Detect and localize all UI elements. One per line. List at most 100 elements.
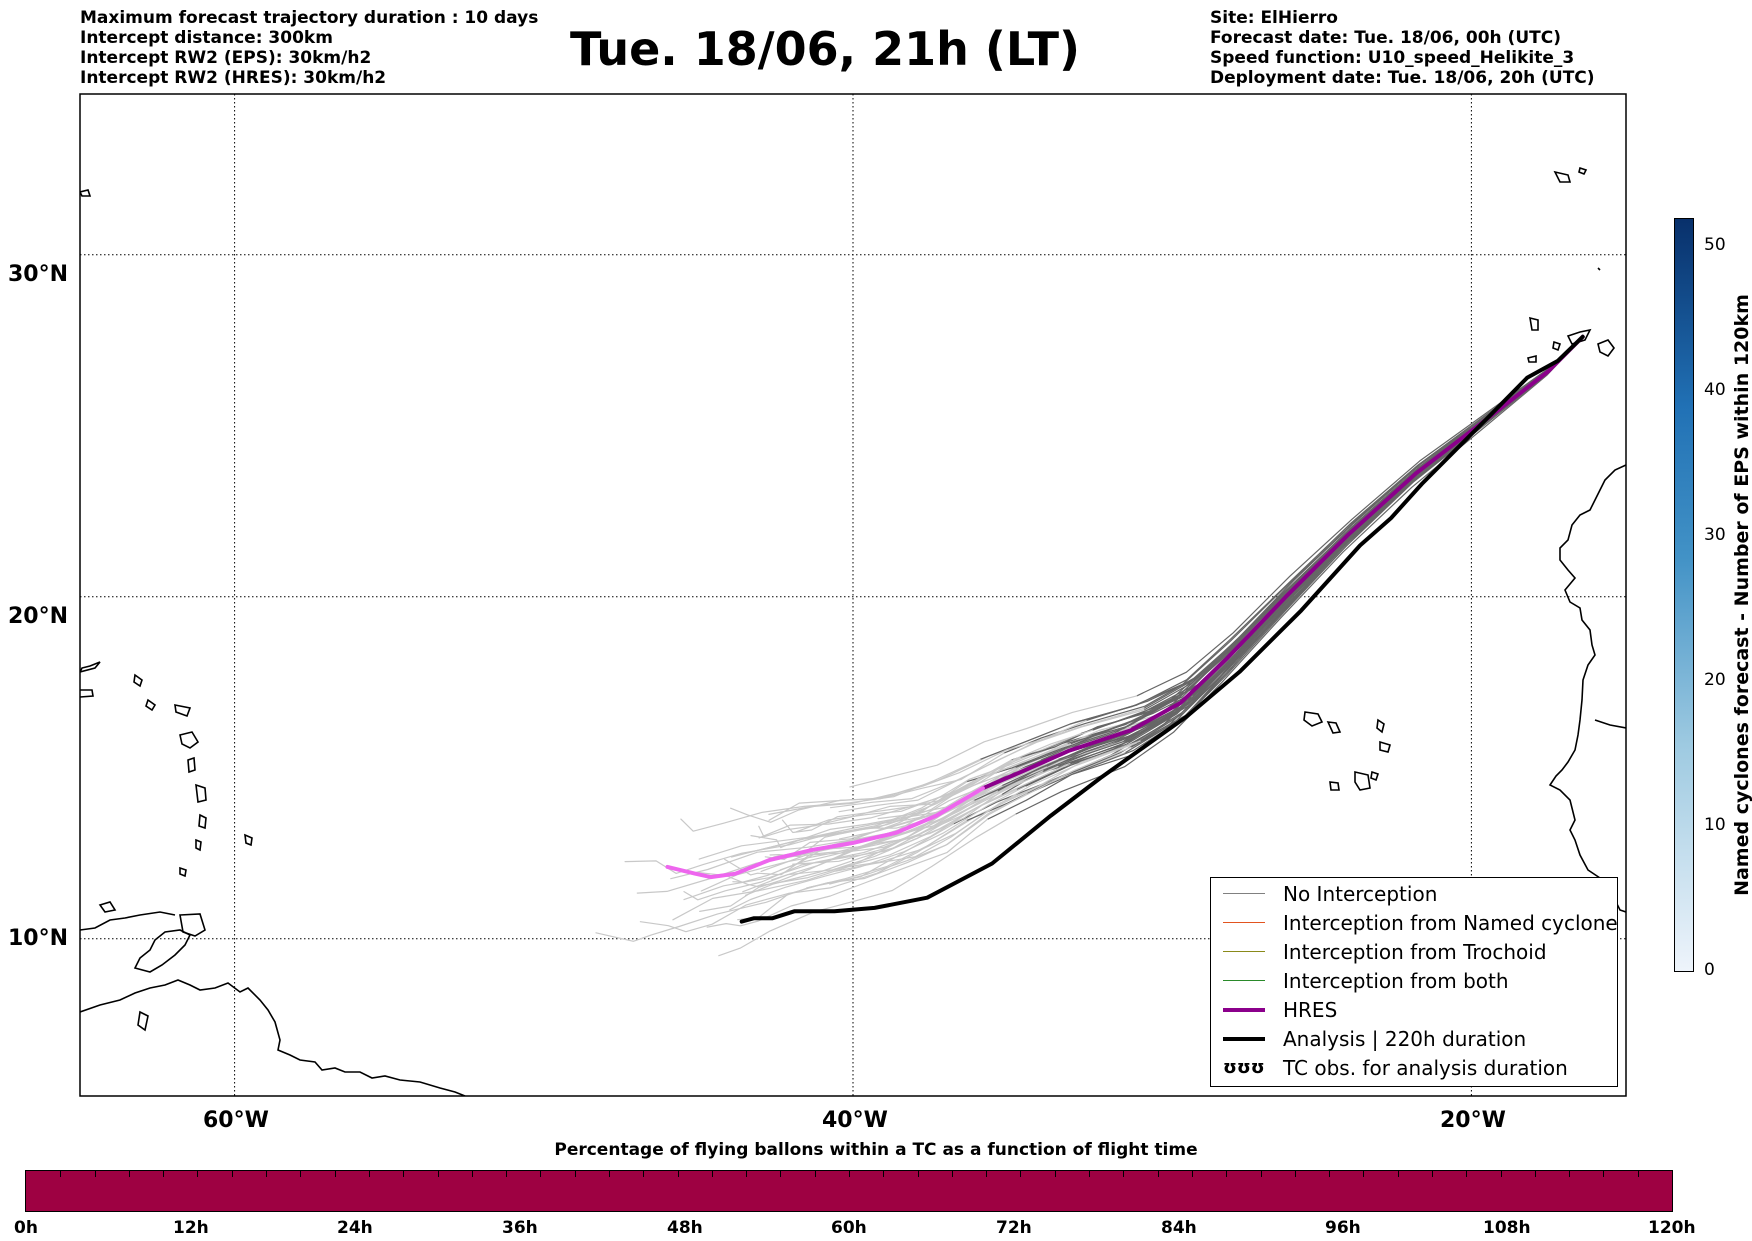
island-fogo	[1329, 781, 1340, 791]
hres-trajectory-day5-10	[665, 786, 985, 880]
map-legend: No Interception Interception from Named …	[1210, 877, 1618, 1087]
legend-label: No Interception	[1283, 882, 1438, 906]
legend-entry-trochoid: Interception from Trochoid	[1219, 940, 1619, 964]
coastline-west-africa-estuary	[1594, 719, 1626, 729]
island-small-1	[98, 901, 117, 913]
eps-trajectory-late	[760, 752, 1065, 873]
island-selvagens	[1597, 267, 1601, 271]
eps-trajectory-late	[750, 766, 1016, 849]
legend-swatch	[1223, 980, 1265, 981]
bottom-bar-minor-tick	[368, 1171, 370, 1177]
time-tick-84h: 84h	[1161, 1218, 1197, 1238]
tc-percentage-bar	[25, 1170, 1673, 1212]
legend-entry-analysis: Analysis | 220h duration	[1219, 1027, 1619, 1051]
lat-label-10n: 10°N	[8, 926, 69, 951]
island-martinique	[195, 783, 207, 803]
eps-trajectory-late	[829, 746, 1132, 885]
legend-label: Interception from Named cyclone	[1283, 911, 1618, 935]
island-santo-antao	[1303, 711, 1324, 727]
bottom-bar-minor-tick	[951, 1171, 953, 1177]
bottom-bar-minor-tick	[917, 1171, 919, 1177]
island-small-2	[137, 1010, 149, 1032]
colorbar-named-cyclones	[1674, 218, 1694, 972]
island-small-3	[133, 673, 143, 688]
legend-entry-no-interception: No Interception	[1219, 882, 1619, 906]
eps-trajectory-late	[781, 756, 1021, 834]
bottom-bar-minor-tick	[1637, 1171, 1639, 1177]
bottom-bar-minor-tick	[60, 1171, 62, 1177]
eps-trajectory-late	[732, 790, 999, 883]
header-right-info: Site: ElHierro Forecast date: Tue. 18/06…	[1210, 8, 1595, 88]
bottom-bar-minor-tick	[1260, 1171, 1262, 1177]
bottom-bar-title: Percentage of flying ballons within a TC…	[554, 1140, 1198, 1160]
eps-trajectory-early	[1136, 336, 1584, 697]
header-left-info: Maximum forecast trajectory duration : 1…	[80, 8, 538, 88]
bottom-bar-minor-tick	[1603, 1171, 1605, 1177]
max-duration-text: Maximum forecast trajectory duration : 1…	[80, 8, 539, 28]
bottom-bar-minor-tick	[1397, 1171, 1399, 1177]
legend-swatch	[1223, 893, 1265, 894]
bottom-bar-minor-tick	[197, 1171, 199, 1177]
legend-entry-tc-obs: ʊʊʊ TC obs. for analysis duration	[1219, 1056, 1619, 1080]
eps-trajectory-early	[1085, 336, 1584, 722]
lat-label-30n: 30°N	[8, 262, 69, 287]
eps-trajectory-late	[844, 740, 1141, 868]
island-boa-vista	[1379, 740, 1391, 753]
bottom-bar-minor-tick	[163, 1171, 165, 1177]
legend-label: Interception from Trochoid	[1283, 940, 1547, 964]
bottom-bar-minor-tick	[643, 1171, 645, 1177]
eps-trajectory-late	[771, 770, 1044, 881]
bottom-bar-minor-tick	[1020, 1171, 1022, 1177]
forecast-date-text: Forecast date: Tue. 18/06, 00h (UTC)	[1210, 28, 1561, 48]
legend-label: HRES	[1283, 998, 1338, 1022]
colorbar-tick-10: 10	[1704, 815, 1726, 835]
eps-trajectory-late	[670, 753, 1048, 880]
bottom-bar-minor-tick	[437, 1171, 439, 1177]
bottom-bar-minor-tick	[814, 1171, 816, 1177]
coastline-south-america	[80, 979, 466, 1096]
island-la-palma	[1529, 316, 1539, 331]
colorbar-tick-30: 30	[1704, 525, 1726, 545]
colorbar-tick-20: 20	[1704, 670, 1726, 690]
legend-swatch	[1223, 1037, 1265, 1041]
coastline-venezuela-west	[80, 911, 176, 931]
intercept-eps-text: Intercept RW2 (EPS): 30km/h2	[80, 48, 372, 68]
bottom-bar-minor-tick	[128, 1171, 130, 1177]
island-grenada	[179, 866, 187, 878]
eps-trajectory-late	[742, 765, 1059, 893]
time-tick-24h: 24h	[337, 1218, 373, 1238]
lat-label-20n: 20°N	[8, 604, 69, 629]
legend-label: Interception from both	[1283, 969, 1509, 993]
legend-swatch	[1223, 922, 1265, 923]
bottom-bar-minor-tick	[677, 1171, 679, 1177]
colorbar-tick-50: 50	[1704, 235, 1726, 255]
map-border	[79, 93, 1627, 1097]
island-antigua	[174, 703, 192, 718]
island-porto-santo	[1578, 166, 1588, 176]
speed-function-text: Speed function: U10_speed_Helikite_3	[1210, 48, 1575, 68]
eps-trajectory-late	[753, 742, 1068, 852]
page-title: Tue. 18/06, 21h (LT)	[570, 22, 1080, 76]
bottom-bar-minor-tick	[300, 1171, 302, 1177]
island-sal	[1376, 718, 1385, 734]
bottom-bar-minor-tick	[1500, 1171, 1502, 1177]
time-tick-120h: 120h	[1648, 1218, 1696, 1238]
colorbar-tick-0: 0	[1704, 960, 1715, 980]
bottom-bar-minor-tick	[1363, 1171, 1365, 1177]
bottom-bar-minor-tick	[574, 1171, 576, 1177]
bottom-bar-minor-tick	[1226, 1171, 1228, 1177]
eps-trajectory-early	[986, 336, 1584, 820]
bottom-bar-minor-tick	[231, 1171, 233, 1177]
eps-trajectory-late	[724, 785, 1003, 876]
bottom-bar-minor-tick	[711, 1171, 713, 1177]
time-tick-12h: 12h	[173, 1218, 209, 1238]
bottom-bar-minor-tick	[1191, 1171, 1193, 1177]
time-tick-60h: 60h	[831, 1218, 867, 1238]
colorbar-tick-40: 40	[1704, 380, 1726, 400]
island-pr	[80, 689, 94, 698]
intercept-distance-text: Intercept distance: 300km	[80, 28, 333, 48]
bottom-bar-minor-tick	[334, 1171, 336, 1177]
bottom-bar-minor-tick	[94, 1171, 96, 1177]
legend-swatch	[1223, 951, 1265, 952]
analysis-trajectory	[739, 334, 1585, 924]
